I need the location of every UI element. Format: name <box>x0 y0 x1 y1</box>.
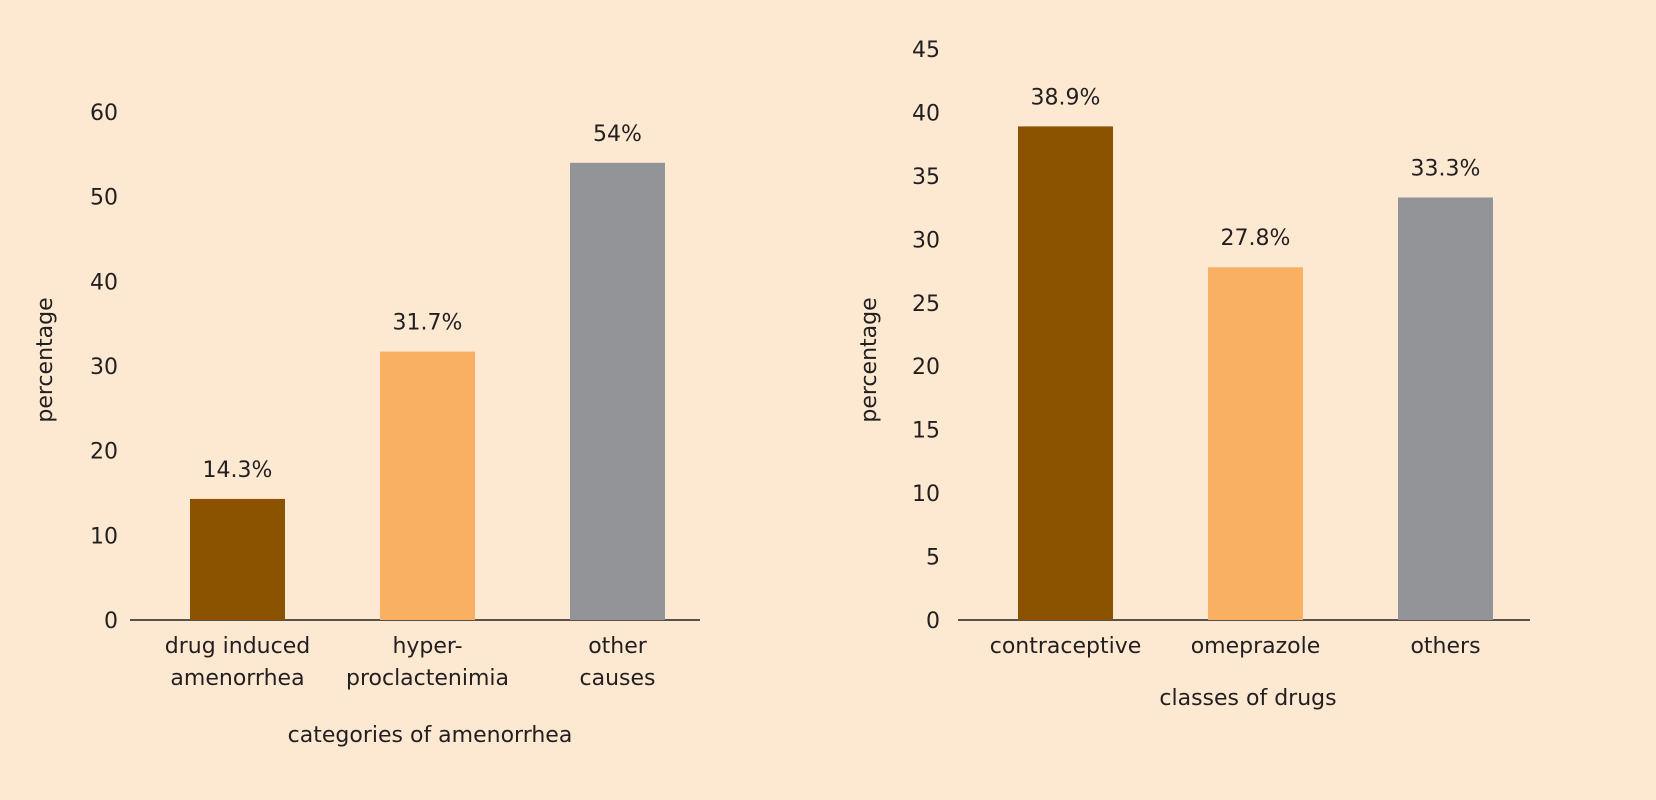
chart2-y-tick: 20 <box>912 355 940 380</box>
chart2-bar <box>1208 267 1303 620</box>
chart2-y-tick: 10 <box>912 482 940 507</box>
chart1-x-tick-label: other <box>588 634 648 659</box>
chart1-y-tick: 20 <box>90 440 118 465</box>
chart2-y-tick: 25 <box>912 292 940 317</box>
chart1-y-tick: 30 <box>90 355 118 380</box>
chart1-x-axis-title: categories of amenorrhea <box>288 723 573 748</box>
chart2-data-label: 33.3% <box>1411 156 1481 181</box>
chart2-x-tick-label: omeprazole <box>1191 634 1321 659</box>
chart2-data-label: 27.8% <box>1221 226 1291 251</box>
chart2-bar <box>1018 126 1113 620</box>
chart2-x-tick-label: others <box>1410 634 1480 659</box>
chart1-y-tick: 10 <box>90 524 118 549</box>
chart1-y-tick: 50 <box>90 186 118 211</box>
chart2-y-tick: 0 <box>926 609 940 634</box>
chart1-x-tick-label: amenorrhea <box>170 666 304 691</box>
chart1-bar <box>380 351 475 620</box>
chart1-data-label: 31.7% <box>393 311 463 336</box>
chart1-x-tick-label: drug induced <box>165 634 310 659</box>
chart1-x-tick-label: proclactenimia <box>346 666 509 691</box>
chart1-bar <box>190 498 285 620</box>
chart2-y-tick: 30 <box>912 228 940 253</box>
chart1-bar <box>570 162 665 621</box>
chart1-data-label: 14.3% <box>203 458 273 483</box>
chart2-x-axis-title: classes of drugs <box>1159 686 1336 711</box>
chart2-y-axis-title: percentage <box>857 297 882 422</box>
chart2-x-tick-label: contraceptive <box>990 634 1142 659</box>
chart1-data-label: 54% <box>593 122 642 147</box>
chart1-y-axis-title: percentage <box>33 297 58 422</box>
chart2-bar <box>1398 197 1493 620</box>
chart2-y-tick: 45 <box>912 38 940 63</box>
chart2-y-tick: 15 <box>912 419 940 444</box>
chart2-y-tick: 5 <box>926 546 940 571</box>
chart2-y-tick: 35 <box>912 165 940 190</box>
chart1-x-tick-label: causes <box>580 666 656 691</box>
chart1-y-tick: 0 <box>104 609 118 634</box>
chart2-y-tick: 40 <box>912 101 940 126</box>
chart2-data-label: 38.9% <box>1031 85 1101 110</box>
chart1-x-tick-label: hyper- <box>392 634 462 659</box>
chart1-y-tick: 40 <box>90 270 118 295</box>
chart1-y-tick: 60 <box>90 101 118 126</box>
